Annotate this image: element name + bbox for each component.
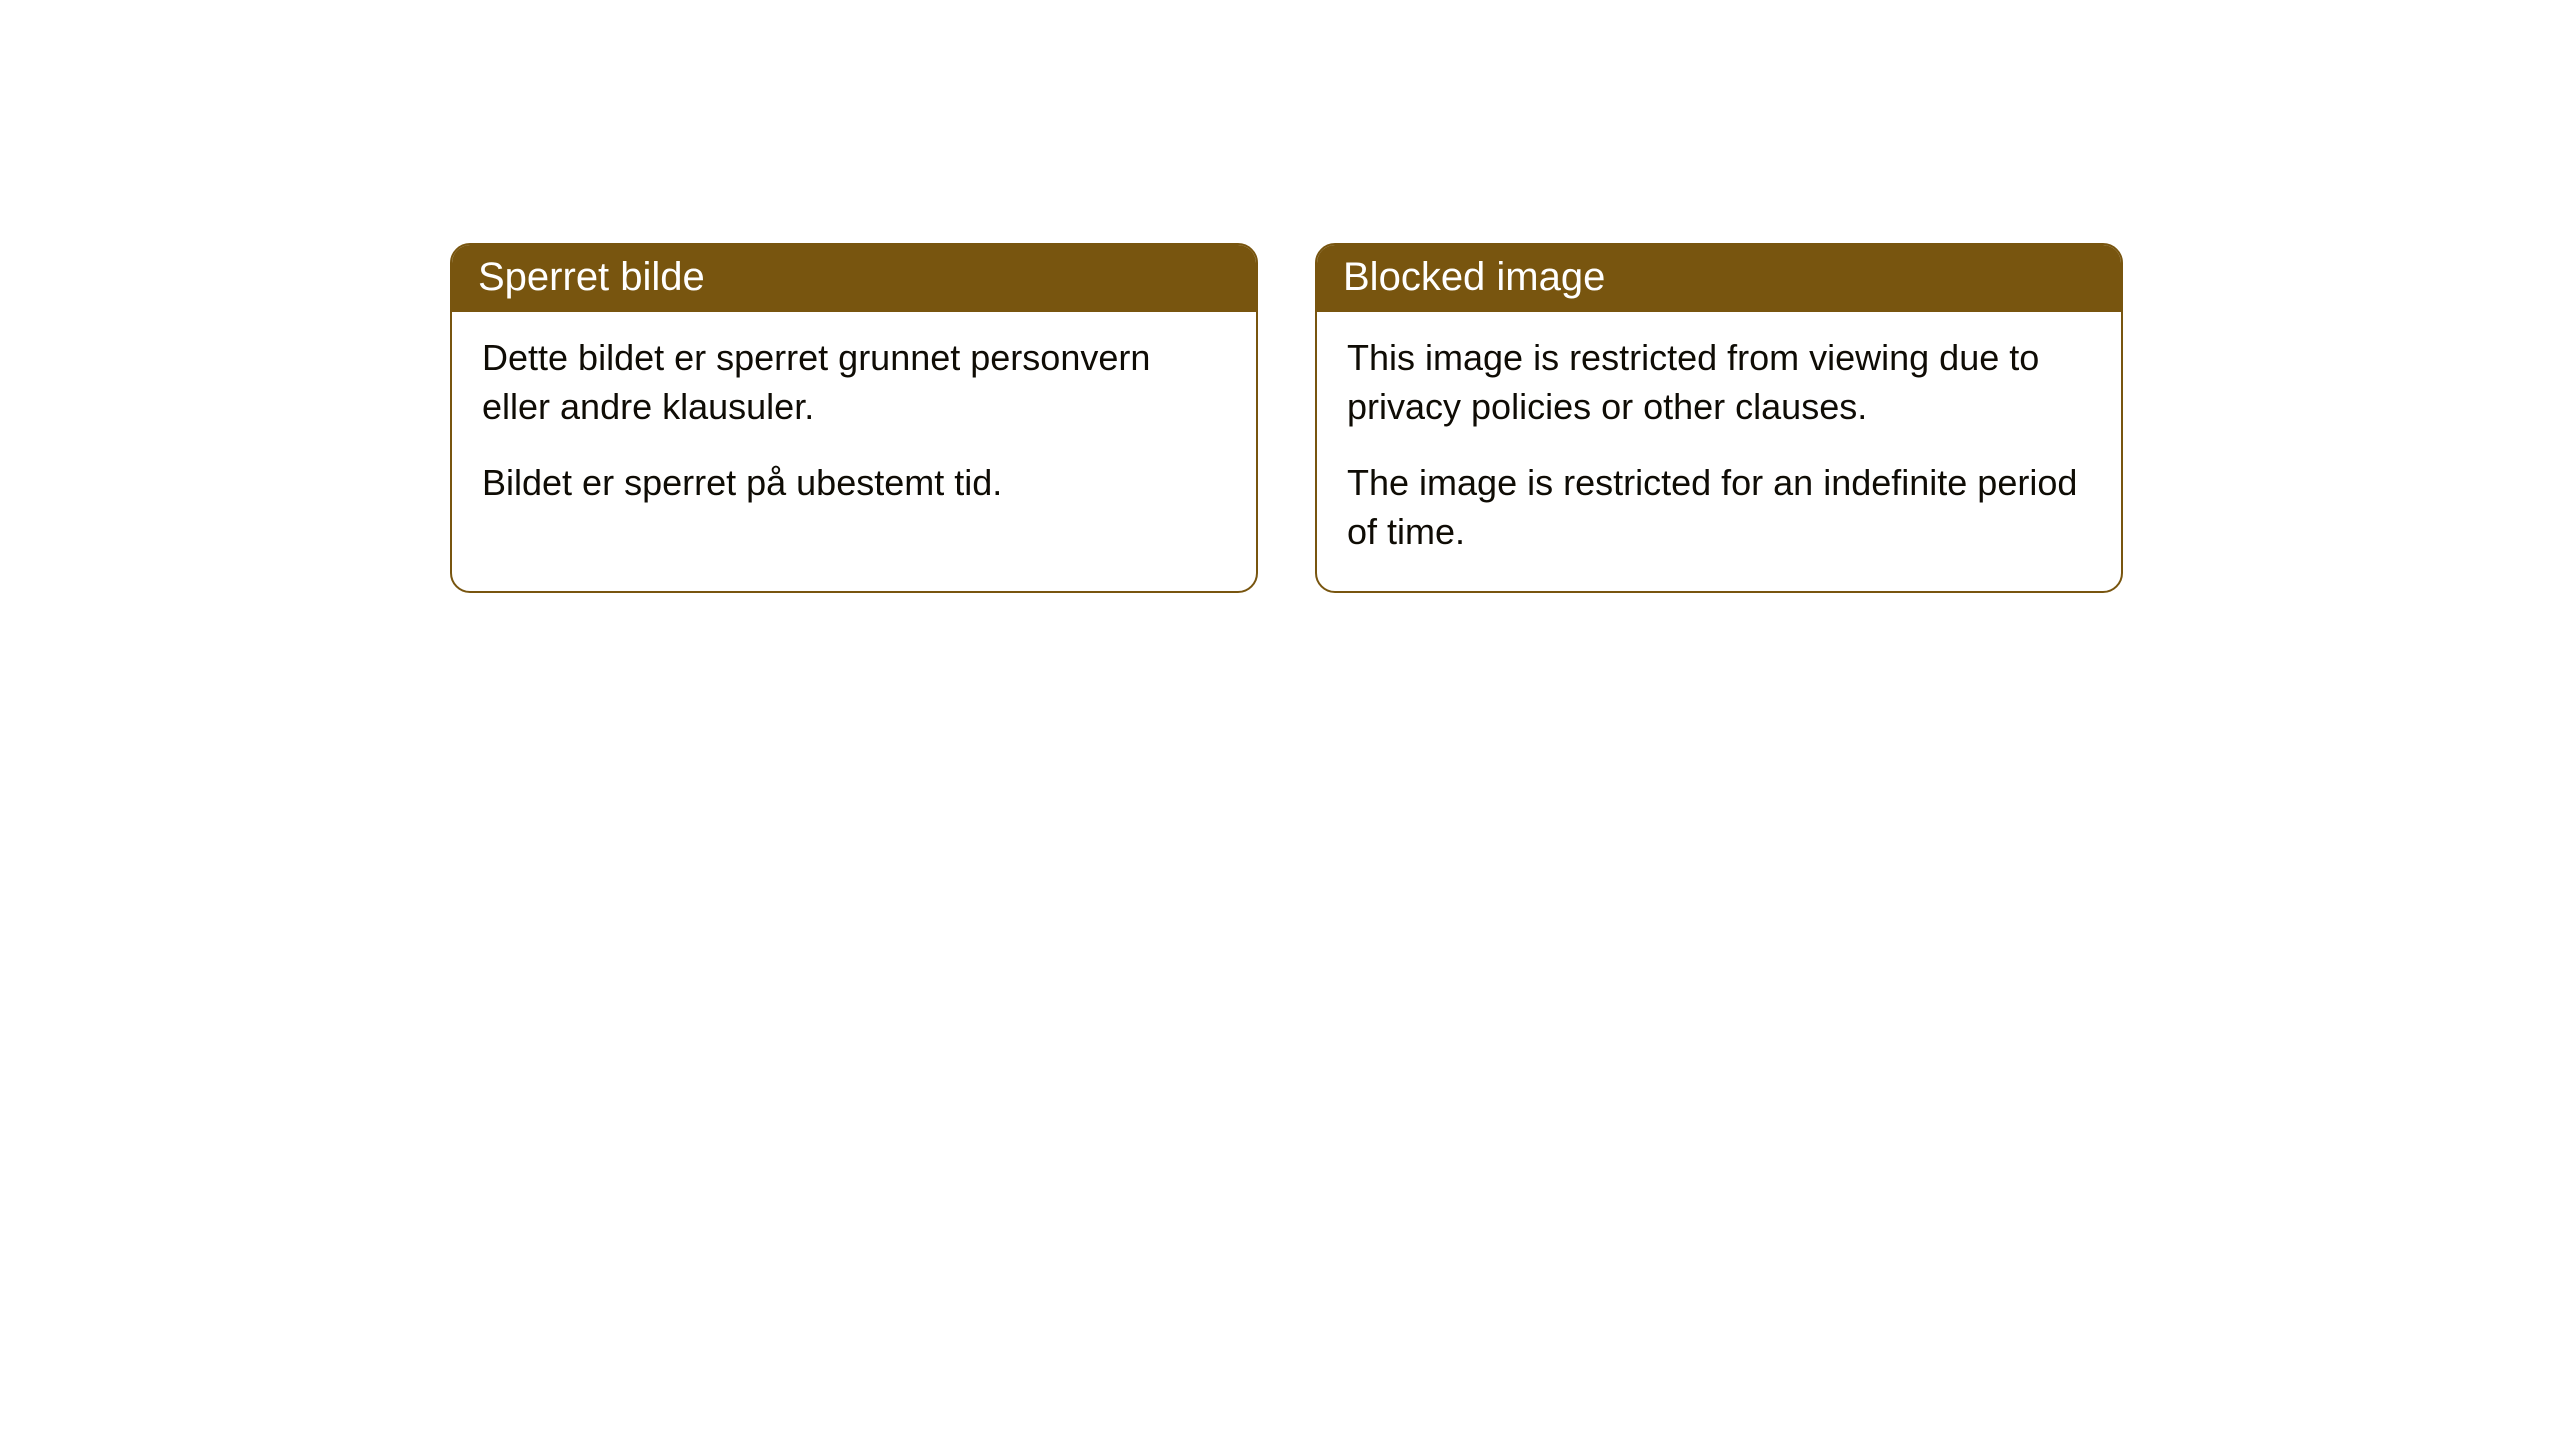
card-paragraph: Bildet er sperret på ubestemt tid. [482,459,1226,508]
card-title: Blocked image [1343,255,1605,299]
card-paragraph: This image is restricted from viewing du… [1347,334,2091,431]
card-title: Sperret bilde [478,255,705,299]
card-paragraph: Dette bildet er sperret grunnet personve… [482,334,1226,431]
card-body: This image is restricted from viewing du… [1317,312,2121,591]
card-paragraph: The image is restricted for an indefinit… [1347,459,2091,556]
notice-card-norwegian: Sperret bilde Dette bildet er sperret gr… [450,243,1258,593]
card-header: Sperret bilde [452,245,1256,312]
card-body: Dette bildet er sperret grunnet personve… [452,312,1256,543]
notice-card-english: Blocked image This image is restricted f… [1315,243,2123,593]
card-header: Blocked image [1317,245,2121,312]
notice-cards-container: Sperret bilde Dette bildet er sperret gr… [450,243,2123,593]
